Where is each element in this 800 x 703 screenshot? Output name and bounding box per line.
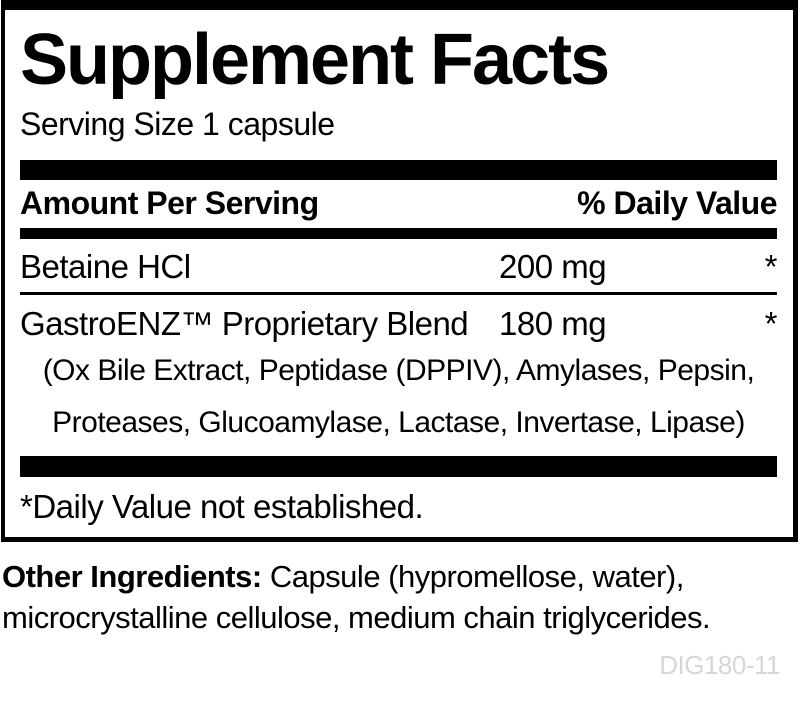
- table-row: Betaine HCl 200 mg *: [20, 239, 778, 292]
- nutrient-amount: 180 mg: [499, 305, 607, 342]
- amount-per-serving-header: Amount Per Serving: [20, 185, 319, 221]
- supplement-facts-panel: Supplement Facts Serving Size 1 capsule …: [1, 0, 798, 542]
- nutrient-amount: 200 mg: [499, 248, 607, 285]
- nutrient-name: Betaine HCl: [20, 248, 191, 285]
- panel-title: Supplement Facts: [20, 20, 610, 100]
- nutrient-daily-value: *: [764, 248, 778, 285]
- other-ingredients-label: Other Ingredients:: [2, 559, 262, 594]
- nutrient-name: GastroENZ™ Proprietary Blend: [20, 305, 469, 342]
- other-ingredients-text: Capsule (hypromellose, water), microcrys…: [2, 559, 711, 635]
- nutrient-daily-value: *: [764, 305, 778, 342]
- product-code: DIG180-11: [659, 650, 780, 680]
- blend-contents-line: (Ox Bile Extract, Peptidase (DPPIV), Amy…: [42, 354, 755, 387]
- daily-value-footnote: *Daily Value not established.: [20, 488, 424, 525]
- thick-rule-top: [20, 160, 777, 180]
- table-row: GastroENZ™ Proprietary Blend 180 mg *: [20, 295, 778, 345]
- blend-contents-line: Proteases, Glucoamylase, Lactase, Invert…: [52, 406, 745, 439]
- blend-contents: (Ox Bile Extract, Peptidase (DPPIV), Amy…: [20, 345, 777, 449]
- thick-rule-bottom: [20, 456, 777, 477]
- thin-rule: [20, 292, 777, 295]
- daily-value-header: % Daily Value: [577, 185, 777, 221]
- other-ingredients: Other Ingredients: Capsule (hypromellose…: [2, 556, 794, 638]
- column-header-row: Amount Per Serving % Daily Value: [20, 180, 777, 228]
- medium-rule: [20, 228, 777, 239]
- serving-size: Serving Size 1 capsule: [20, 106, 335, 142]
